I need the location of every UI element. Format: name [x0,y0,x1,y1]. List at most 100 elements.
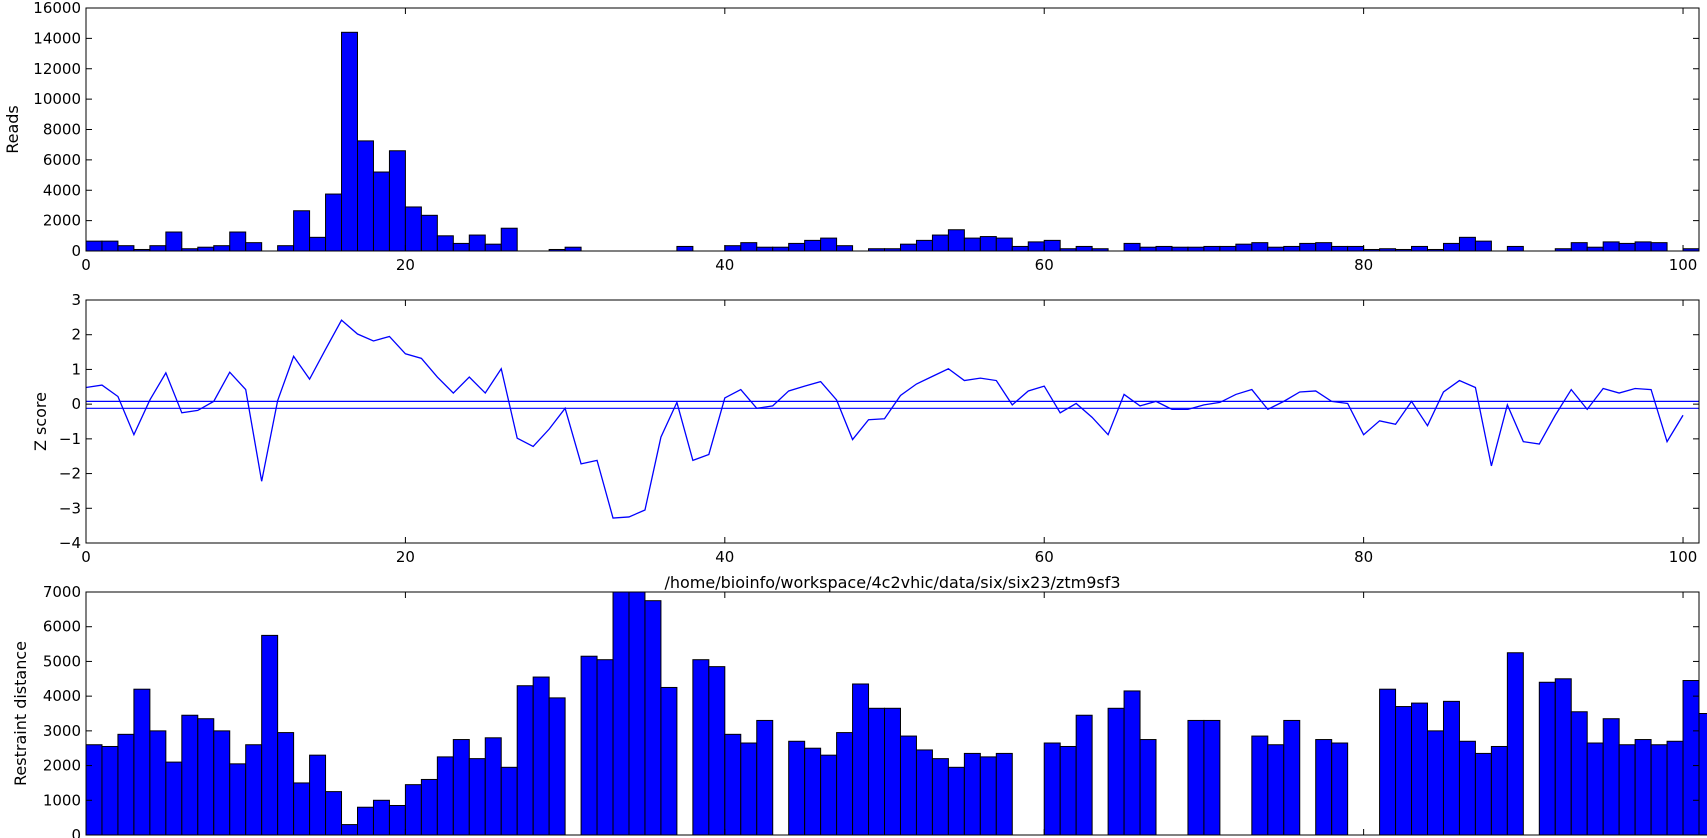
reads-xtick-label: 80 [1354,256,1373,274]
reads-bar [1187,246,1205,252]
restraint-ytick-label: 4000 [43,687,81,705]
reads-xtick-label: 0 [81,256,91,274]
reads-bar [325,193,343,252]
reads-bar [436,235,454,252]
restraint-bar [1379,688,1397,836]
reads-bar [772,246,790,252]
reads-bar [836,245,854,252]
restraint-bar [931,758,949,836]
restraint-bar [117,733,135,836]
restraint-bar [293,782,311,836]
restraint-bar [708,666,726,836]
reads-ytick-label: 0 [71,242,81,260]
reads-xtick-label: 60 [1035,256,1054,274]
reads-bar [1283,245,1301,252]
reads-bar [149,245,167,252]
restraint-bar [213,730,231,836]
restraint-bar [788,740,806,836]
reads-bar [756,246,774,252]
reads-bar [452,242,470,252]
restraint-ytick-label: 7000 [43,583,81,601]
restraint-bar [229,763,247,836]
restraint-panel: 0204060801000100020003000400050006000700… [11,573,1707,838]
reads-bar [1331,245,1349,252]
reads-bar [1634,241,1652,252]
reads-ytick-label: 2000 [43,212,81,230]
restraint-bar [1395,706,1413,836]
restraint-bar [1139,739,1157,836]
restraint-bar [1203,719,1221,836]
restraint-bar [277,732,295,836]
restraint-bar [852,683,870,836]
restraint-bar [1315,739,1333,836]
reads-bar [309,236,327,252]
reads-bar [899,243,917,252]
reads-xtick-label: 40 [715,256,734,274]
zscore-ytick-label: −4 [59,534,81,552]
reads-bar [1474,240,1492,252]
reads-bar [564,246,582,252]
restraint-bar [1634,739,1652,836]
restraint-ytick-label: 1000 [43,791,81,809]
restraint-bar [1442,700,1460,836]
restraint-bar [1283,719,1301,836]
restraint-bar [740,742,758,836]
restraint-bar [1570,711,1588,836]
restraint-bar [484,737,502,836]
restraint-bar [452,739,470,836]
reads-bar [213,245,231,252]
reads-bar [1171,246,1189,252]
restraint-bar [947,766,965,836]
reads-bar [101,240,119,252]
restraint-bar [660,686,678,836]
restraint-bar [1458,740,1476,836]
restraint-bar [1411,702,1429,836]
reads-bar [1203,245,1221,252]
reads-bar [1570,242,1588,252]
reads-bar [1586,246,1604,252]
restraint-bar [1267,744,1285,836]
restraint-bar [388,804,406,836]
restraint-bar [133,688,151,836]
restraint-bar [101,745,119,836]
reads-bar [1251,242,1269,252]
reads-bar [724,245,742,252]
restraint-bar [500,766,518,836]
zscore-xtick-label: 80 [1354,548,1373,566]
restraint-bar [1187,719,1205,836]
restraint-ticks: 0204060801000100020003000400050006000700… [43,583,1699,838]
reads-bar [372,171,390,252]
reads-bar [1442,242,1460,252]
restraint-bar [1586,742,1604,836]
restraint-bar [1666,740,1684,836]
zscore-line-group [85,319,1699,519]
reads-bar [388,150,406,252]
restraint-bar [1682,680,1700,836]
restraint-bar [1554,678,1572,836]
restraint-bar [372,799,390,836]
reads-bar [1139,246,1157,252]
reads-bar [1315,242,1333,252]
restraint-bar [1490,745,1508,836]
restraint-bar [963,752,981,836]
reads-bar [915,239,933,252]
restraint-bar [85,744,103,836]
reads-ytick-label: 10000 [33,90,81,108]
restraint-bar [197,718,215,836]
restraint-bar [1427,730,1444,836]
restraint-bar [1474,752,1492,836]
reads-panel: 0 20 40 60 80 100 0 2000 4000 6000 8000 10000 12000 1… [3,0,1700,274]
reads-bar [245,242,263,252]
zscore-ytick-label: 0 [71,395,81,413]
reads-ylabel: Reads [3,105,22,154]
restraint-bar [724,733,742,836]
reads-bar [484,243,502,252]
restraint-axes-frame [85,591,1700,836]
reads-bar [804,239,822,252]
reads-bar [229,231,247,252]
reads-bar [1075,245,1093,252]
restraint-bar [868,707,886,836]
reads-bar [1155,245,1173,252]
reads-ytick-label: 4000 [43,181,81,199]
zscore-ytick-label: 1 [71,360,81,378]
